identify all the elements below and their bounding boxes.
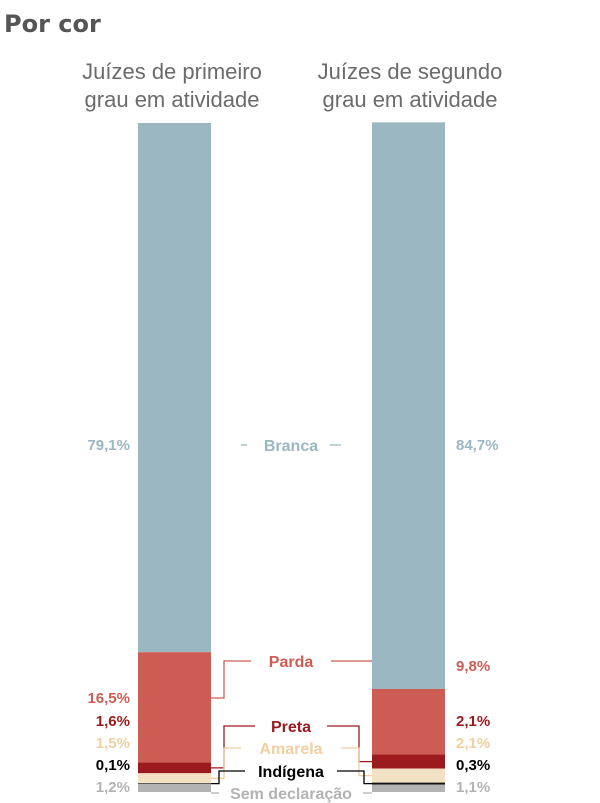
bar-sem-declaracao-col-2 [372,784,445,792]
value-label-branca-col-2: 84,7% [456,437,499,454]
value-label-amarela-col-2: 2,1% [456,735,490,752]
bar-indigena-col-2 [372,782,445,785]
value-label-indigena-col-2: 0,3% [456,757,490,774]
leader-amarela-right [341,747,372,777]
value-label-indigena-col-1: 0,1% [96,757,130,774]
category-labels: Branca Parda Preta Amarela Indígena Sem decla… [230,438,352,803]
value-label-branca-col-1: 79,1% [87,437,130,454]
value-label-parda-col-1: 16,5% [87,690,130,707]
value-label-sem-declaracao-col-2: 1,1% [456,779,490,796]
bar-branca-col-1 [138,123,211,653]
leader-preta-left [211,725,255,769]
value-label-preta-col-1: 1,6% [96,713,130,730]
leader-lines [211,444,372,794]
bar-indigena-col-1 [138,783,211,784]
category-label-preta: Preta [271,719,311,736]
leader-amarela-left [211,747,241,779]
leader-preta-right [327,725,372,763]
bar-parda-col-1 [138,652,211,763]
bars [138,122,445,792]
bar-branca-col-2 [372,122,445,689]
bar-amarela-col-2 [372,768,445,783]
column-header-1-line-2: grau em atividade [85,87,260,112]
category-label-amarela: Amarela [259,741,322,758]
value-label-sem-declaracao-col-1: 1,2% [96,779,130,796]
bar-parda-col-2 [372,688,445,755]
leader-indigena-left [211,770,245,785]
category-label-branca: Branca [264,438,318,455]
leader-parda-left [211,660,251,699]
bar-amarela-col-1 [138,773,211,784]
value-label-amarela-col-1: 1,5% [96,735,130,752]
bar-preta-col-2 [372,754,445,769]
value-label-preta-col-2: 2,1% [456,713,490,730]
category-label-indigena: Indígena [258,764,324,781]
bar-sem-declaracao-col-1 [138,783,211,792]
value-labels: 79,1% 84,7% 16,5% 9,8% 1,6% 2,1% 1,5% 2,1% 0,1% 0… [87,437,498,796]
category-label-parda: Parda [269,654,314,671]
column-header-2-line-1: Juízes de segundo [318,59,503,84]
column-header-1-line-1: Juízes de primeiro [82,59,262,84]
bar-preta-col-1 [138,762,211,774]
chart-title: Por cor [4,10,101,38]
value-label-parda-col-2: 9,8% [456,658,490,675]
column-header-2-line-2: grau em atividade [323,87,498,112]
category-label-sem-declaracao: Sem declaração [230,786,352,803]
leader-indigena-right [337,770,372,785]
